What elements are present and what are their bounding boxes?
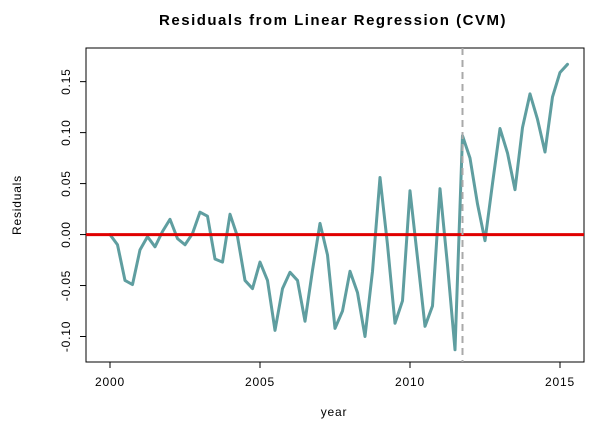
x-tick-label: 2005 xyxy=(245,375,275,389)
residuals-series-line xyxy=(108,62,569,352)
y-tick-label: 0.10 xyxy=(59,119,73,146)
plot-content xyxy=(86,48,584,362)
y-tick-label: 0.05 xyxy=(59,170,73,197)
y-axis: -0.10 -0.05 0.00 0.05 0.10 0.15 xyxy=(59,68,86,352)
x-tick-label: 2015 xyxy=(545,375,575,389)
y-tick-label: -0.05 xyxy=(59,270,73,301)
y-tick-label: 0.00 xyxy=(59,221,73,248)
x-axis: 2000 2005 2010 2015 xyxy=(95,362,575,389)
x-tick-label: 2000 xyxy=(95,375,125,389)
x-axis-label: year xyxy=(321,405,348,419)
x-tick-label: 2010 xyxy=(395,375,425,389)
y-tick-label: -0.10 xyxy=(59,321,73,352)
y-tick-label: 0.15 xyxy=(59,68,73,95)
chart-title: Residuals from Linear Regression (CVM) xyxy=(159,12,507,29)
plot-frame xyxy=(85,47,585,363)
y-axis-label: Residuals xyxy=(10,175,24,235)
